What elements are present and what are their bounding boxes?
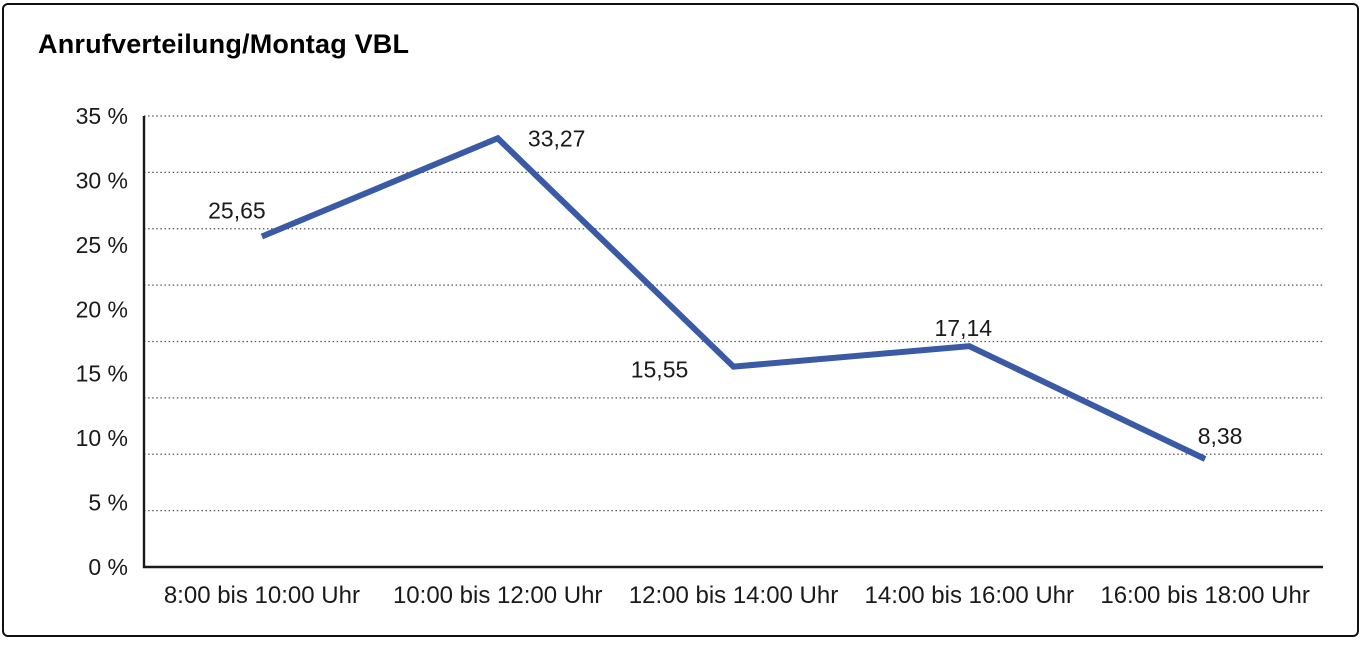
y-tick-label: 35 %: [76, 103, 128, 129]
data-point-label: 25,65: [208, 197, 266, 223]
y-tick-label: 0 %: [88, 554, 128, 580]
data-point-label: 17,14: [935, 315, 993, 341]
series-line: [260, 134, 1207, 462]
y-tick-label: 30 %: [76, 167, 128, 193]
chart-title: Anrufverteilung/Montag VBL: [38, 29, 410, 59]
axes: [142, 116, 1323, 569]
x-category-label: 12:00 bis 14:00 Uhr: [629, 582, 838, 609]
x-category-label: 14:00 bis 16:00 Uhr: [865, 582, 1074, 609]
data-point-label: 8,38: [1198, 423, 1243, 449]
data-point-label: 15,55: [631, 357, 689, 383]
y-tick-label: 10 %: [76, 425, 128, 451]
y-tick-label: 20 %: [76, 296, 128, 322]
y-tick-label: 5 %: [88, 490, 128, 516]
data-point-label: 33,27: [528, 125, 586, 151]
x-category-label: 8:00 bis 10:00 Uhr: [164, 582, 360, 609]
y-tick-label: 25 %: [76, 232, 128, 258]
y-tick-label: 15 %: [76, 361, 128, 387]
x-category-label: 10:00 bis 12:00 Uhr: [393, 582, 602, 609]
chart-border-frame: [2, 3, 1359, 637]
x-category-label: 16:00 bis 18:00 Uhr: [1100, 582, 1309, 609]
